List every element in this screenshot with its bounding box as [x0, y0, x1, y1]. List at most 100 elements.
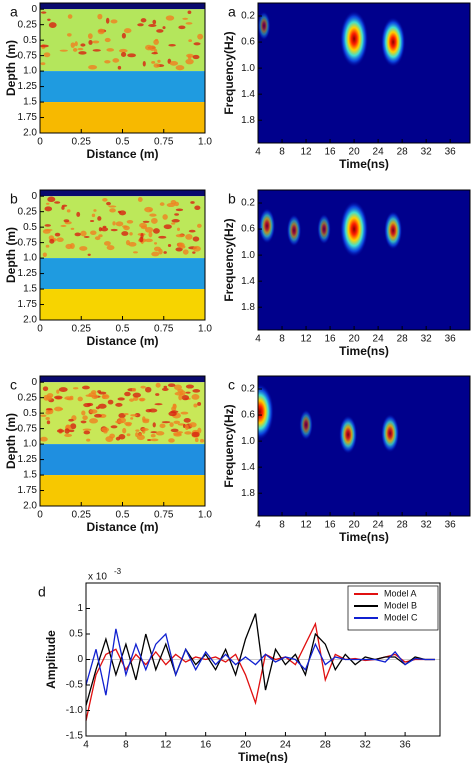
layer [40, 71, 205, 103]
speckle [168, 438, 175, 443]
x-tick-label: 0.5 [116, 137, 130, 148]
speckle [151, 217, 158, 224]
speckle [147, 438, 152, 442]
speckle [89, 219, 95, 223]
x-axis-label: Time(ns) [238, 750, 288, 763]
speckle [187, 10, 192, 15]
x-tick-label: 20 [349, 520, 361, 531]
speckle [104, 37, 111, 43]
speckle [137, 23, 144, 27]
speckle [137, 196, 143, 203]
speckle [190, 201, 195, 204]
speckle [107, 399, 114, 405]
y-tick-label: 1 [77, 603, 83, 614]
speckle [136, 434, 145, 441]
speckle [45, 417, 50, 421]
speckle [56, 429, 65, 433]
speckle [70, 42, 76, 48]
x-tick-label: 8 [279, 520, 285, 531]
peak [286, 214, 302, 247]
speckle [154, 403, 163, 406]
y-tick-label: 1.0 [23, 439, 37, 450]
y-tick-label: -1.0 [66, 705, 84, 716]
y-tick-label: 1.0 [241, 63, 255, 74]
speckle [159, 423, 166, 429]
speckle [167, 383, 176, 388]
layer [40, 3, 205, 10]
x-tick-label: 28 [397, 147, 409, 158]
speckle [118, 434, 126, 440]
speckle [109, 433, 115, 439]
peak [381, 414, 400, 453]
x-tick-label: 20 [349, 147, 361, 158]
y-tick-label: 1.0 [241, 436, 255, 447]
y-tick-label: 0.2 [241, 198, 255, 209]
speckle [87, 402, 94, 407]
layer [40, 190, 205, 197]
speckle [152, 228, 160, 234]
speckle [192, 245, 201, 252]
speckle [94, 413, 102, 418]
x-tick-label: 16 [325, 520, 337, 531]
speckle [122, 427, 127, 434]
x-tick-label: 32 [360, 740, 372, 751]
speckle [89, 409, 98, 414]
speckle [158, 235, 167, 239]
y-tick-label: 1.8 [241, 115, 255, 126]
y-tick-label: 0.5 [23, 222, 37, 233]
speckle [72, 48, 78, 52]
speckle [83, 235, 90, 238]
speckle [185, 391, 191, 394]
speckle [148, 24, 157, 27]
speckle [112, 58, 120, 63]
peaks [258, 201, 403, 258]
speckle [60, 224, 67, 227]
speckle [98, 403, 107, 409]
y-axis-label: Frequency(Hz) [222, 31, 236, 114]
panel-label: b [10, 191, 18, 207]
speckle [121, 231, 129, 236]
speckle [170, 199, 177, 205]
x-tick-label: 12 [300, 520, 312, 531]
speckle [169, 61, 179, 66]
x-tick-label: 8 [279, 147, 285, 158]
legend-label: Model B [384, 600, 417, 610]
speckle [48, 22, 57, 29]
y-axis-label: Frequency(Hz) [222, 404, 236, 487]
y-tick-label: 0 [31, 377, 37, 388]
speckle [109, 208, 116, 213]
speckle [46, 420, 51, 425]
speckle [148, 209, 153, 212]
peak [384, 211, 403, 250]
speckle [115, 221, 124, 227]
heatmap-background [258, 376, 470, 516]
peak [258, 383, 274, 440]
speckle [150, 434, 156, 438]
peak [317, 213, 331, 245]
peak [299, 409, 313, 441]
speckle [47, 18, 51, 22]
x-tick-label: 12 [300, 147, 312, 158]
y-tick-label: 1.0 [23, 66, 37, 77]
y-axis-label: Depth (m) [4, 40, 18, 96]
x-tick-label: 0 [37, 510, 43, 521]
speckle [126, 433, 131, 437]
speckle [70, 227, 75, 230]
speckle [123, 28, 132, 34]
x-tick-label: 24 [373, 334, 385, 345]
series-line [85, 613, 435, 706]
y-tick-label: 1.0 [23, 253, 37, 264]
speckle [150, 431, 158, 434]
x-tick-label: 36 [400, 740, 412, 751]
speckle [80, 230, 87, 237]
y-tick-label: -0.5 [66, 680, 84, 691]
speckle [172, 404, 177, 409]
speckle [98, 391, 107, 395]
y-tick-label: 1.0 [241, 250, 255, 261]
speckle [185, 58, 194, 65]
speckle [66, 33, 72, 37]
speckle [148, 408, 158, 413]
speckle [70, 423, 77, 430]
speckle [58, 387, 68, 392]
y-tick-label: 1.8 [241, 488, 255, 499]
